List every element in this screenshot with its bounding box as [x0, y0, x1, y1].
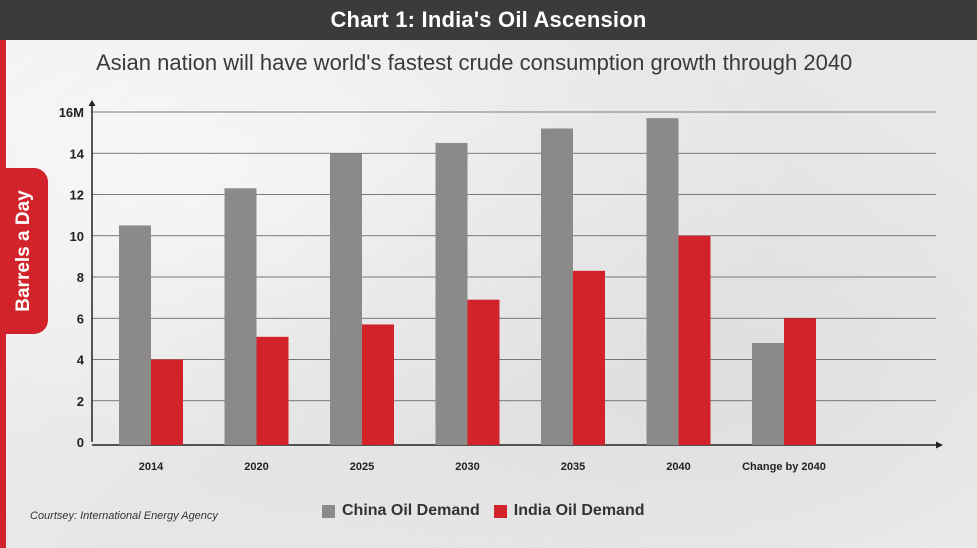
bar-india	[573, 270, 605, 445]
bar-china	[541, 128, 573, 445]
y-tick-label: 4	[77, 353, 85, 368]
x-tick-label: 2035	[561, 461, 585, 473]
y-tick-label: 16M	[59, 105, 84, 120]
legend-swatch-china	[322, 504, 335, 518]
y-axis-arrow	[88, 100, 96, 106]
x-tick-label: 2020	[244, 461, 268, 473]
bar-india	[467, 299, 500, 445]
bar-india	[784, 318, 816, 445]
bar-india	[362, 324, 394, 445]
y-tick-label: 6	[77, 311, 84, 326]
y-tick-label: 12	[70, 188, 84, 203]
y-tick-label: 14	[70, 146, 85, 161]
y-tick-label: 8	[77, 270, 84, 285]
y-tick-label: 2	[77, 394, 84, 409]
x-tick-label: 2030	[455, 461, 479, 473]
x-axis-arrow	[936, 441, 943, 449]
bar-china	[119, 225, 151, 445]
x-tick-label: 2040	[666, 461, 690, 473]
bar-china	[646, 118, 679, 445]
bar-china	[224, 188, 257, 445]
source-note: Courtsey: International Energy Agency	[30, 510, 218, 522]
x-tick-label: Change by 2040	[742, 461, 826, 473]
legend-label-india: India Oil Demand	[513, 502, 645, 519]
y-tick-label: 10	[70, 229, 84, 244]
title-bar: Chart 1: India's Oil Ascension	[0, 0, 977, 40]
y-axis-label-tab	[0, 168, 48, 334]
x-tick-label: 2014	[139, 461, 164, 473]
legend: China Oil Demand India Oil Demand	[322, 500, 644, 522]
bar-india	[678, 235, 711, 445]
legend-label-china: China Oil Demand	[342, 502, 480, 519]
y-tick-label: 0	[77, 435, 84, 450]
x-tick-label: 2025	[350, 461, 374, 473]
bar-india	[151, 359, 183, 445]
bar-china	[752, 343, 784, 445]
bar-china	[435, 142, 468, 445]
legend-item-china: China Oil Demand	[322, 502, 480, 520]
chart-title: Chart 1: India's Oil Ascension	[330, 7, 647, 32]
legend-swatch-india	[493, 504, 507, 518]
chart-subtitle: Asian nation will have world's fastest c…	[96, 50, 853, 75]
bar-china	[330, 153, 362, 445]
legend-item-india: India Oil Demand	[493, 502, 645, 520]
bar-india	[256, 336, 289, 445]
